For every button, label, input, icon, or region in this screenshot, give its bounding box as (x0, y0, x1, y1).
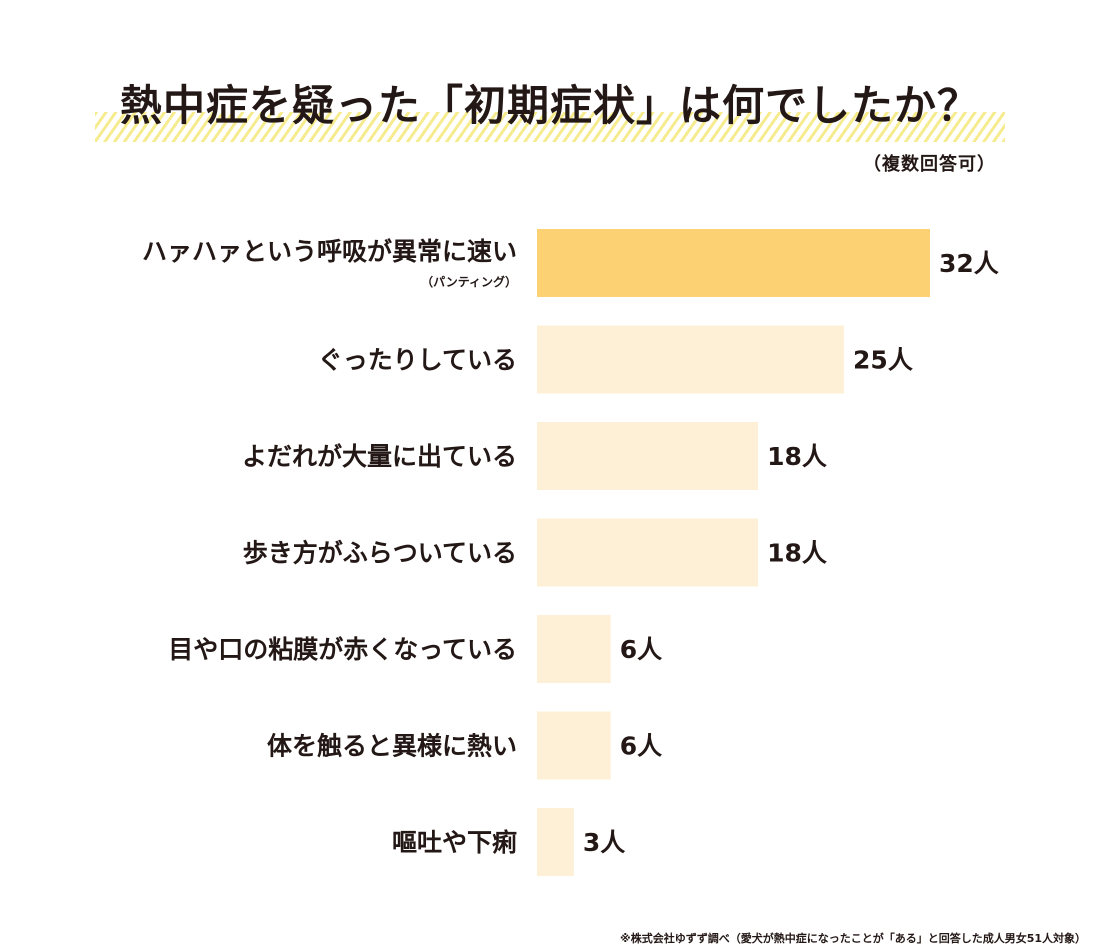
value-label-7: 3人 (583, 828, 625, 857)
bar-1 (537, 229, 930, 297)
category-label-6: 体を触ると異様に熱い (267, 732, 517, 761)
category-label-3: よだれが大量に出ている (242, 442, 517, 471)
category-sublabel-1: （パンティング） (421, 274, 517, 289)
chart-subtitle: （複数回答可） (863, 154, 996, 175)
category-label-1: ハァハァという呼吸が異常に速い (142, 237, 517, 266)
bar-6 (537, 711, 611, 780)
title-area: 熱中症を疑った「初期症状」は何でしたか？ (0, 72, 1100, 152)
category-label-4: 歩き方がふらついている (243, 539, 517, 568)
category-label-5: 目や口の粘膜が赤くなっている (168, 635, 517, 664)
chart-title: 熱中症を疑った「初期症状」は何でしたか？ (119, 81, 980, 130)
value-label-1: 32人 (939, 249, 999, 278)
bar-3 (537, 422, 759, 490)
bar-5 (537, 615, 611, 683)
category-label-2: ぐったりしている (318, 346, 517, 375)
bar-4 (537, 518, 759, 587)
value-label-4: 18人 (767, 539, 827, 568)
value-label-5: 6人 (620, 635, 662, 664)
source-footnote: ※株式会社ゆずず調べ（愛犬が熱中症になったことが「ある」と回答した成人男女51人… (620, 932, 1086, 945)
bar-2 (537, 325, 845, 394)
value-label-6: 6人 (620, 732, 662, 761)
value-label-3: 18人 (767, 442, 827, 471)
bar-7 (537, 808, 574, 876)
title-underline-stripes (95, 112, 1005, 142)
value-label-2: 25人 (853, 346, 913, 375)
category-label-7: 嘔吐や下痢 (392, 828, 517, 857)
